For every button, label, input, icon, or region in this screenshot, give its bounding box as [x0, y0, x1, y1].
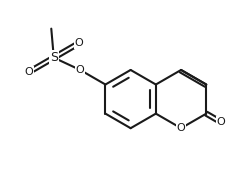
Text: O: O	[75, 38, 84, 48]
Text: O: O	[216, 117, 225, 127]
Text: O: O	[177, 123, 186, 133]
Text: O: O	[24, 67, 33, 77]
Text: S: S	[50, 51, 58, 64]
Text: O: O	[76, 65, 84, 75]
